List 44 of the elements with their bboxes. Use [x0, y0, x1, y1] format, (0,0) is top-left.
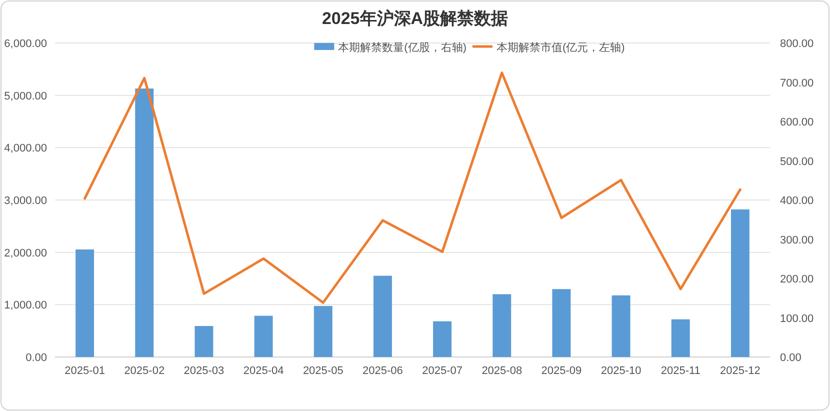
bar	[730, 209, 750, 357]
x-tick-label: 2025-03	[184, 365, 224, 377]
line-series	[84, 72, 742, 304]
legend-label: 本期解禁市值(亿元，左轴)	[496, 41, 625, 54]
y-tick-label: 4,000.00	[4, 142, 47, 155]
y-tick-label: 2,000.00	[4, 247, 47, 260]
y2-tick-label: 400.00	[780, 195, 814, 207]
x-tick-label: 2025-12	[720, 365, 760, 377]
bar	[314, 306, 332, 357]
x-tick-label: 2025-01	[64, 365, 105, 377]
y-tick-label: 3,000.00	[4, 195, 47, 207]
y2-tick-label: 800.00	[780, 38, 814, 50]
x-tick-label: 2025-04	[243, 365, 284, 377]
x-tick-label: 2025-11	[660, 365, 700, 377]
bar	[612, 295, 630, 357]
y2-tick-label: 100.00	[780, 312, 814, 325]
y-tick-label: 6,000.00	[4, 38, 47, 50]
legend-label: 本期解禁数量(亿股，右轴)	[338, 41, 466, 54]
y-tick-label: 0.00	[26, 352, 47, 364]
y-tick-label: 5,000.00	[4, 90, 47, 102]
bar	[433, 321, 452, 357]
y-tick-label: 1,000.00	[4, 300, 47, 312]
x-tick-label: 2025-02	[124, 365, 165, 377]
x-tick-label: 2025-10	[600, 365, 642, 377]
bar	[254, 316, 273, 357]
x-tick-label: 2025-05	[302, 365, 344, 377]
bar	[373, 276, 392, 357]
x-tick-label: 2025-08	[482, 365, 522, 377]
x-tick-label: 2025-07	[422, 365, 462, 377]
y2-tick-label: 300.00	[780, 234, 814, 246]
bar	[76, 249, 94, 357]
x-tick-label: 2025-09	[541, 365, 582, 377]
y2-tick-label: 700.00	[780, 77, 814, 90]
y2-tick-label: 0.00	[780, 352, 802, 364]
y2-tick-label: 500.00	[780, 156, 814, 168]
bar	[492, 294, 512, 357]
bar	[135, 88, 154, 357]
y2-tick-label: 200.00	[780, 274, 814, 286]
y2-tick-label: 600.00	[780, 116, 814, 128]
bar	[194, 326, 214, 357]
bar	[671, 319, 690, 357]
bar	[552, 289, 571, 357]
chart-title: 2025年沪深A股解禁数据	[322, 9, 508, 28]
x-tick-label: 2025-06	[362, 365, 403, 377]
